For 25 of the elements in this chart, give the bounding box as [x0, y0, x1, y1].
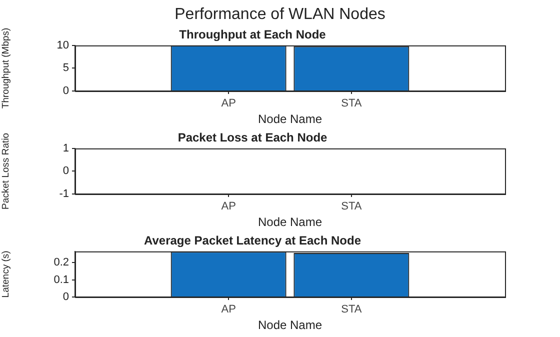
text: Performance of WLAN Nodes [174, 6, 386, 24]
y-tick-label: 0 [62, 85, 69, 98]
x-tick-label: STA [341, 304, 362, 316]
chart-title: Average Packet Latency at Each Node [144, 234, 362, 248]
y-tick-label: 0 [62, 291, 69, 304]
x-tick-label: AP [221, 98, 236, 110]
y-axis-title: Latency (s) [0, 250, 12, 298]
chart-title: Throughput at Each Node [179, 28, 326, 42]
y-tick-label: 0.2 [54, 256, 69, 269]
y-tick-label: 5 [62, 62, 69, 74]
y-tick-label: 0.1 [54, 274, 69, 286]
x-axis-title: Node Name [258, 112, 322, 126]
x-tick-label: STA [341, 98, 362, 110]
x-tick-label: AP [221, 304, 236, 316]
y-tick-label: 0 [62, 165, 69, 178]
y-tick-label: 1 [62, 142, 69, 154]
x-axis-title: Node Name [258, 318, 322, 332]
y-tick-label: 10 [56, 39, 69, 52]
y-tick-label: -1 [59, 188, 69, 200]
x-tick-label: AP [221, 200, 236, 213]
chart-title: Packet Loss at Each Node [178, 130, 328, 145]
x-tick-label: STA [341, 200, 362, 213]
x-axis-title: Node Name [258, 215, 322, 230]
y-axis-title: Throughput (Mbps) [0, 28, 12, 109]
y-axis-title: Packet Loss Ratio [0, 132, 12, 210]
